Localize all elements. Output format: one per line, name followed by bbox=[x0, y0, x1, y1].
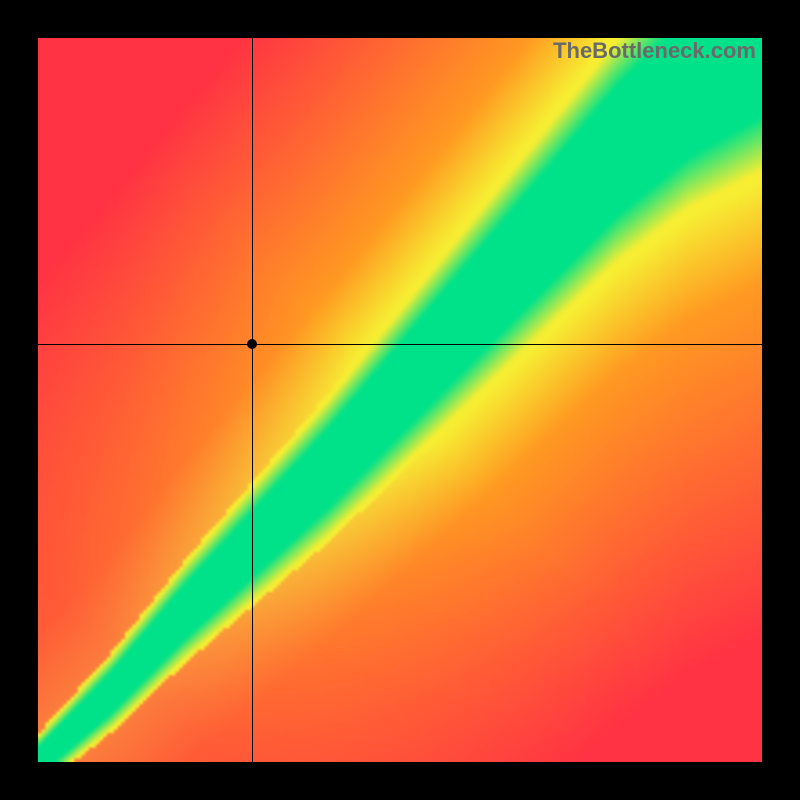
chart-container: TheBottleneck.com bbox=[0, 0, 800, 800]
heatmap-canvas bbox=[38, 38, 762, 762]
crosshair-point bbox=[247, 339, 257, 349]
watermark-text: TheBottleneck.com bbox=[553, 38, 756, 64]
crosshair-vertical bbox=[252, 38, 253, 762]
crosshair-horizontal bbox=[38, 344, 762, 345]
plot-area bbox=[38, 38, 762, 762]
